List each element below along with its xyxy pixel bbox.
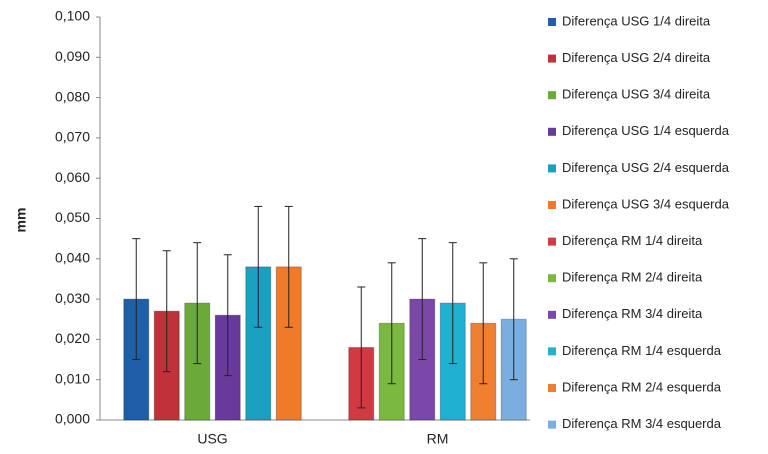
legend-label: Diferença USG 3/4 esquerda bbox=[562, 196, 730, 211]
error-bar bbox=[223, 254, 232, 377]
error-bar bbox=[418, 238, 427, 361]
legend-label: Diferença RM 3/4 esquerda bbox=[562, 416, 722, 431]
legend-swatch bbox=[548, 164, 556, 173]
legend-swatch bbox=[548, 310, 556, 319]
error-bar bbox=[357, 286, 366, 409]
y-tick-label: 0,100 bbox=[55, 8, 90, 24]
legend-swatch bbox=[548, 127, 556, 136]
y-tick-label: 0,070 bbox=[55, 129, 90, 145]
y-tick-label: 0,080 bbox=[55, 88, 90, 104]
legend-swatch bbox=[548, 420, 556, 429]
legend-swatch bbox=[548, 237, 556, 246]
y-tick-label: 0,090 bbox=[55, 48, 90, 64]
legend-label: Diferença USG 2/4 direita bbox=[562, 50, 711, 65]
y-tick-label: 0,020 bbox=[55, 330, 90, 346]
error-bar bbox=[254, 205, 263, 328]
legend-label: Diferença USG 1/4 direita bbox=[562, 13, 711, 28]
y-tick-label: 0,060 bbox=[55, 169, 90, 185]
legend-label: Diferença RM 1/4 direita bbox=[562, 233, 703, 248]
y-tick-label: 0,000 bbox=[55, 411, 90, 427]
legend-label: Diferença USG 1/4 esquerda bbox=[562, 123, 730, 138]
error-bar bbox=[387, 262, 396, 385]
legend-swatch bbox=[548, 347, 556, 356]
legend-swatch bbox=[548, 201, 556, 209]
legend-label: Diferença RM 2/4 direita bbox=[562, 270, 703, 285]
legend-label: Diferença USG 3/4 direita bbox=[562, 87, 711, 102]
legend-swatch bbox=[548, 18, 556, 26]
legend-swatch bbox=[548, 384, 556, 392]
y-tick-label: 0,030 bbox=[55, 290, 90, 306]
legend-label: Diferença RM 3/4 direita bbox=[562, 306, 703, 321]
error-bar bbox=[479, 262, 488, 385]
x-tick-label: RM bbox=[427, 431, 449, 447]
y-axis-label: mm bbox=[13, 208, 29, 233]
y-tick-label: 0,050 bbox=[55, 209, 90, 225]
error-bar bbox=[162, 250, 171, 373]
legend-label: Diferença RM 2/4 esquerda bbox=[562, 379, 722, 394]
error-bar bbox=[509, 258, 518, 381]
y-tick-label: 0,010 bbox=[55, 370, 90, 386]
x-tick-label: USG bbox=[197, 431, 227, 447]
legend-label: Diferença RM 1/4 esquerda bbox=[562, 343, 722, 358]
error-bar bbox=[448, 242, 457, 365]
legend-swatch bbox=[548, 91, 556, 100]
y-tick-label: 0,040 bbox=[55, 250, 90, 266]
error-bar bbox=[193, 242, 202, 365]
legend-label: Diferença USG 2/4 esquerda bbox=[562, 160, 730, 175]
legend-swatch bbox=[548, 54, 556, 63]
error-bar bbox=[132, 238, 141, 361]
legend-swatch bbox=[548, 274, 556, 283]
error-bar bbox=[284, 205, 293, 328]
